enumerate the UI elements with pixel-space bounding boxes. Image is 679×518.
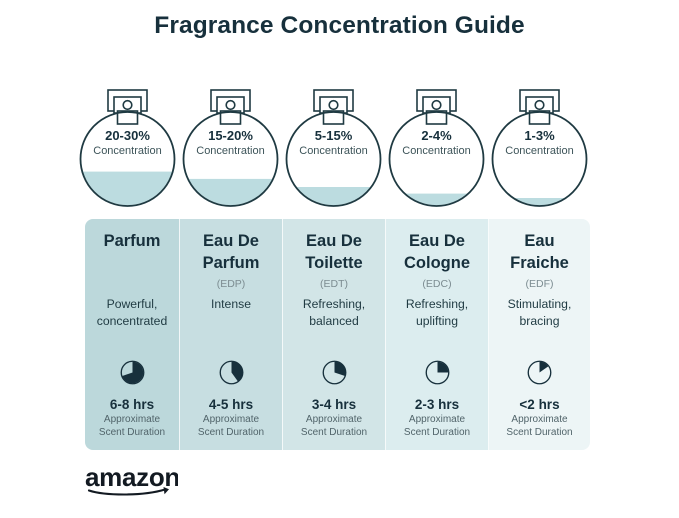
svg-text:Concentration: Concentration xyxy=(402,145,471,157)
svg-text:Concentration: Concentration xyxy=(299,145,368,157)
svg-text:1-3%: 1-3% xyxy=(524,128,555,143)
svg-text:2-4%: 2-4% xyxy=(421,128,452,143)
svg-text:Concentration: Concentration xyxy=(93,145,162,157)
svg-text:Concentration: Concentration xyxy=(505,145,574,157)
svg-text:20-30%: 20-30% xyxy=(105,128,150,143)
svg-text:Concentration: Concentration xyxy=(196,145,265,157)
svg-text:15-20%: 15-20% xyxy=(208,128,253,143)
svg-text:5-15%: 5-15% xyxy=(315,128,353,143)
